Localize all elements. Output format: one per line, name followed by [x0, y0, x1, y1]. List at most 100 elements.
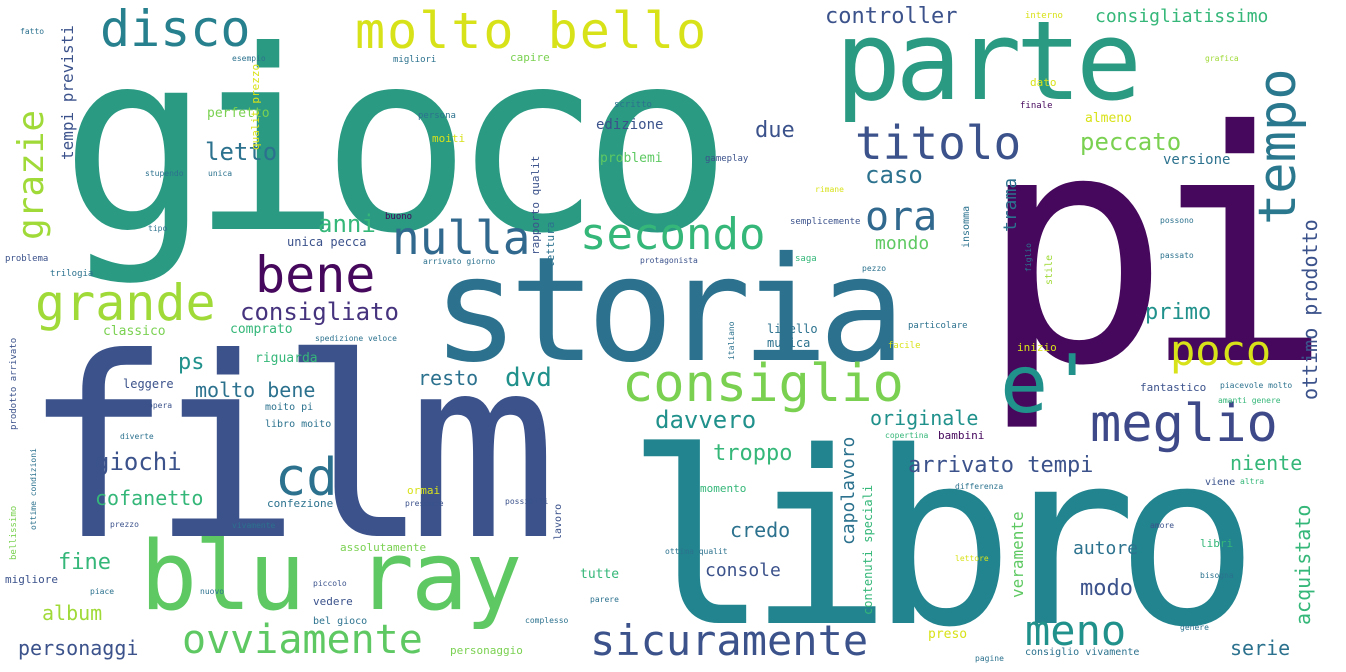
word-console: console [705, 560, 781, 581]
word-figlio: figlio [1024, 243, 1033, 272]
word-poco: poco [1170, 326, 1272, 375]
word-migliori: migliori [393, 55, 437, 65]
word-scritto: scritto [614, 100, 652, 110]
word-possibili: possibili [505, 497, 549, 506]
word-tutte: tutte [580, 567, 620, 582]
word-piacevole-molto: piacevole molto [1220, 381, 1293, 390]
word-bisogna: bisogna [1200, 571, 1234, 580]
word-trilogia: trilogia [50, 269, 94, 279]
word-moiti: moiti [432, 132, 466, 145]
word-spedizione-veloce: spedizione veloce [315, 334, 397, 343]
word-saga: saga [795, 254, 817, 264]
word-capolavoro: capolavoro [838, 436, 859, 545]
word-film: film [22, 304, 558, 595]
word-presente: presente [405, 499, 444, 508]
word-resto: resto [418, 366, 479, 390]
word-mondo: mondo [875, 233, 930, 254]
word-peccato: peccato [1080, 128, 1182, 156]
word-troppo: troppo [713, 441, 793, 466]
word-problemi: problemi [600, 151, 663, 166]
word-niente: niente [1230, 451, 1303, 475]
word-ormai: ormai [407, 484, 441, 497]
word-rapporto-qualit: rapporto qualit [529, 155, 542, 255]
word-insomma: insomma [961, 205, 972, 248]
word-viene: viene [1205, 477, 1236, 488]
word-arrivato-tempi: arrivato tempi [908, 453, 1094, 478]
word-due: due [755, 118, 795, 143]
word-piccolo: piccolo [313, 579, 347, 588]
word-consiglio-vivamente: consiglio vivamente [1025, 647, 1140, 658]
word-gameplay: gameplay [705, 154, 749, 164]
word-momento: momento [700, 482, 747, 495]
word-bel-gioco: bel gioco [313, 616, 368, 627]
word-pi: pi [978, 64, 1333, 436]
word-parere: parere [590, 595, 619, 604]
word-parte: parte [835, 0, 1142, 125]
word-album: album [42, 601, 103, 625]
word-semplicemente: semplicemente [790, 217, 861, 227]
word-ovviamente: ovviamente [182, 617, 423, 663]
word-arrivato-giorno: arrivato giorno [423, 257, 496, 266]
word-acquistato: acquistato [1291, 504, 1315, 625]
word-musica: musica [767, 336, 811, 350]
word-comprato: comprato [230, 322, 293, 337]
word-ottima-qualit: ottima qualit [665, 547, 728, 556]
word-esempio: esempio [232, 54, 266, 63]
word-blu-ray: blu ray [140, 522, 522, 632]
word-cofanetto: cofanetto [95, 486, 204, 510]
word-consigliatissimo: consigliatissimo [1095, 6, 1269, 27]
word-genere: genere [1180, 623, 1209, 632]
word-persona: persona [418, 111, 456, 121]
word-tempi-previsti: tempi previsti [58, 25, 77, 160]
word-vivamente: vivamente [232, 521, 276, 530]
word-molto-bene: molto bene [195, 378, 316, 402]
word-moito-pi: moito pi [265, 402, 314, 413]
word-disco: disco [100, 0, 251, 58]
word-prodotto-arrivato: prodotto arrivato [9, 337, 19, 430]
word-letto: letto [205, 138, 278, 166]
word-dato: dato [1030, 76, 1057, 89]
word-possono: possono [1160, 216, 1194, 225]
word-unica-pecca: unica pecca [287, 235, 367, 249]
word-libri: libri [1200, 537, 1234, 550]
word-capire: capire [510, 51, 550, 64]
word-italiano: italiano [727, 321, 736, 360]
word-grande: grande [35, 274, 216, 332]
word-particolare: particolare [908, 321, 968, 331]
word-versione: versione [1163, 152, 1231, 168]
word-classico: classico [103, 324, 166, 339]
word-vedere: vedere [313, 595, 353, 608]
word-anni: anni [318, 210, 376, 238]
word-originale: originale [870, 406, 979, 430]
word-assolutamente: assolutamente [340, 541, 427, 554]
word-complesso: complesso [525, 616, 569, 625]
word-tempo: tempo [1248, 68, 1308, 225]
word-libro: libro [625, 400, 1259, 672]
word-meno: meno [1025, 606, 1127, 655]
word-davvero: davvero [655, 406, 757, 434]
word-diverte: diverte [120, 432, 154, 441]
word-qualit-prezzo: qualit prezzo [249, 63, 262, 150]
word-lavoro: lavoro [553, 503, 564, 540]
word-bellissimo: bellissimo [9, 505, 19, 560]
word-fatto: fatto [20, 27, 45, 36]
word-gioco: gioco [60, 0, 733, 288]
word-libro-moito: libro moito [265, 419, 332, 430]
word-passato: passato [1160, 251, 1194, 260]
word-leggere: leggere [123, 377, 174, 391]
word-riguarda: riguarda [255, 351, 318, 366]
word-veramente: veramente [1008, 511, 1027, 598]
word-molto-bello: molto bello [355, 2, 709, 60]
word-contenuti-speciali: contenuti speciali [861, 484, 875, 615]
word-pezzo: pezzo [862, 264, 887, 273]
word-meglio: meglio [1090, 394, 1278, 454]
word-inizio: inizio [1017, 341, 1057, 354]
word-interno: interno [1025, 11, 1063, 21]
word-consigliato: consigliato [240, 298, 399, 326]
word-grazie: grazie [11, 109, 52, 240]
word-buono: buono [385, 212, 413, 222]
word-giochi: giochi [95, 448, 182, 476]
word-credo: credo [730, 518, 791, 542]
word-ottimo-prodotto: ottimo prodotto [1298, 219, 1322, 400]
